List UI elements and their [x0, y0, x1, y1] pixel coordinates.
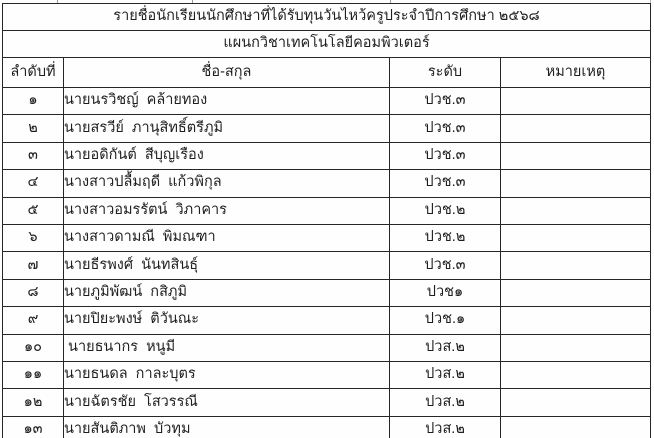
name-cell: นางสาวดามณี พิมณฑา [63, 223, 390, 253]
note-cell [500, 251, 651, 280]
subtitle-row: แผนกวิชาเทคโนโลยีคอมพิวเตอร์ [2, 30, 651, 58]
note-cell [500, 388, 651, 417]
level-cell: ปวช๑ [389, 278, 501, 308]
top-gridline-tick [192, 0, 193, 3]
table-row: ๔ นางสาวปลื้มฤดี แก้วพิกุล ปวช.๓ [2, 169, 651, 198]
top-gridline-tick [57, 0, 58, 3]
note-cell [500, 141, 651, 171]
level-cell: ปวช.๓ [389, 169, 501, 198]
table-title: รายชื่อนักเรียนนักศึกษาที่ได้รับทุนวันไห… [2, 3, 651, 31]
top-gridline-tick [390, 0, 391, 3]
note-cell [500, 86, 651, 116]
name-cell: นายธีรพงศ์ นันทสินธุ์ [63, 251, 390, 280]
name-cell: นายธนากร หนูมี [63, 333, 390, 362]
note-cell [500, 223, 651, 253]
name-cell: นายสันติภาพ บัวทุม [63, 415, 390, 438]
note-cell [500, 333, 651, 362]
table-row: ๕ นางสาวอมรรัตน์ วิภาคาร ปวช.๒ [2, 196, 651, 225]
level-cell: ปวช.๒ [389, 196, 501, 225]
scholarship-table: รายชื่อนักเรียนนักศึกษาที่ได้รับทุนวันไห… [2, 3, 651, 438]
column-header-no: ลำดับที่ [2, 57, 64, 88]
table-row: ๘ นายภูมิพัฒน์ กสิภูมิ ปวช๑ [2, 278, 651, 308]
level-cell: ปวช.๓ [389, 114, 501, 143]
row-number-cell: ๗ [2, 251, 64, 280]
name-cell: นายฉัตรชัย โสวรรณี [63, 388, 390, 417]
row-number-cell: ๑ [2, 86, 64, 116]
note-cell [500, 196, 651, 225]
name-cell: นางสาวปลื้มฤดี แก้วพิกุล [63, 169, 390, 198]
note-cell [500, 278, 651, 308]
row-number-cell: ๓ [2, 141, 64, 171]
level-cell: ปวส.๒ [389, 415, 501, 438]
level-cell: ปวช.๓ [389, 251, 501, 280]
table-row: ๓ นายอดิกันต์ สีบุญเรือง ปวช.๓ [2, 141, 651, 171]
level-cell: ปวช.๓ [389, 86, 501, 116]
level-cell: ปวส.๒ [389, 333, 501, 362]
row-number-cell: ๖ [2, 223, 64, 253]
level-cell: ปวส.๒ [389, 388, 501, 417]
level-cell: ปวส.๒ [389, 360, 501, 390]
note-cell [500, 306, 651, 335]
title-row: รายชื่อนักเรียนนักศึกษาที่ได้รับทุนวันไห… [2, 3, 651, 31]
level-cell: ปวช.๓ [389, 141, 501, 171]
level-cell: ปวช.๒ [389, 223, 501, 253]
row-number-cell: ๕ [2, 196, 64, 225]
table-row: ๑ นายนรวิชญ์ คล้ายทอง ปวช.๓ [2, 86, 651, 116]
name-cell: นายภูมิพัฒน์ กสิภูมิ [63, 278, 390, 308]
name-cell: นายอดิกันต์ สีบุญเรือง [63, 141, 390, 171]
note-cell [500, 169, 651, 198]
name-cell: นายนรวิชญ์ คล้ายทอง [63, 86, 390, 116]
row-number-cell: ๑๒ [2, 388, 64, 417]
row-number-cell: ๘ [2, 278, 64, 308]
column-header-remark: หมายเหตุ [500, 57, 651, 88]
table-row: ๒ นายสรวีย์ ภานุสิทธิ์ตรีภูมิ ปวช.๓ [2, 114, 651, 143]
row-number-cell: ๑๐ [2, 333, 64, 362]
table-row: ๗ นายธีรพงศ์ นันทสินธุ์ ปวช.๓ [2, 251, 651, 280]
row-number-cell: ๙ [2, 306, 64, 335]
table-row: ๑๒ นายฉัตรชัย โสวรรณี ปวส.๒ [2, 388, 651, 417]
table-row: ๑๓ นายสันติภาพ บัวทุม ปวส.๒ [2, 415, 651, 438]
note-cell [500, 360, 651, 390]
table-row: ๙ นายปิยะพงษ์ ติวันณะ ปวช.๑ [2, 306, 651, 335]
table-row: ๑๑ นายธนดล กาละบุตร ปวส.๒ [2, 360, 651, 390]
name-cell: นายปิยะพงษ์ ติวันณะ [63, 306, 390, 335]
note-cell [500, 415, 651, 438]
row-number-cell: ๒ [2, 114, 64, 143]
column-header-level: ระดับ [389, 57, 501, 88]
table-row: ๖ นางสาวดามณี พิมณฑา ปวช.๒ [2, 223, 651, 253]
row-number-cell: ๔ [2, 169, 64, 198]
department-subtitle: แผนกวิชาเทคโนโลยีคอมพิวเตอร์ [2, 30, 651, 58]
table-row: ๑๐ นายธนากร หนูมี ปวส.๒ [2, 333, 651, 362]
row-number-cell: ๑๑ [2, 360, 64, 390]
name-cell: นางสาวอมรรัตน์ วิภาคาร [63, 196, 390, 225]
header-row: ลำดับที่ ชื่อ-สกุล ระดับ หมายเหตุ [2, 57, 651, 88]
name-cell: นายธนดล กาละบุตร [63, 360, 390, 390]
column-header-name: ชื่อ-สกุล [63, 57, 390, 88]
name-cell: นายสรวีย์ ภานุสิทธิ์ตรีภูมิ [63, 114, 390, 143]
right-gridline [650, 0, 651, 438]
note-cell [500, 114, 651, 143]
row-number-cell: ๑๓ [2, 415, 64, 438]
level-cell: ปวช.๑ [389, 306, 501, 335]
